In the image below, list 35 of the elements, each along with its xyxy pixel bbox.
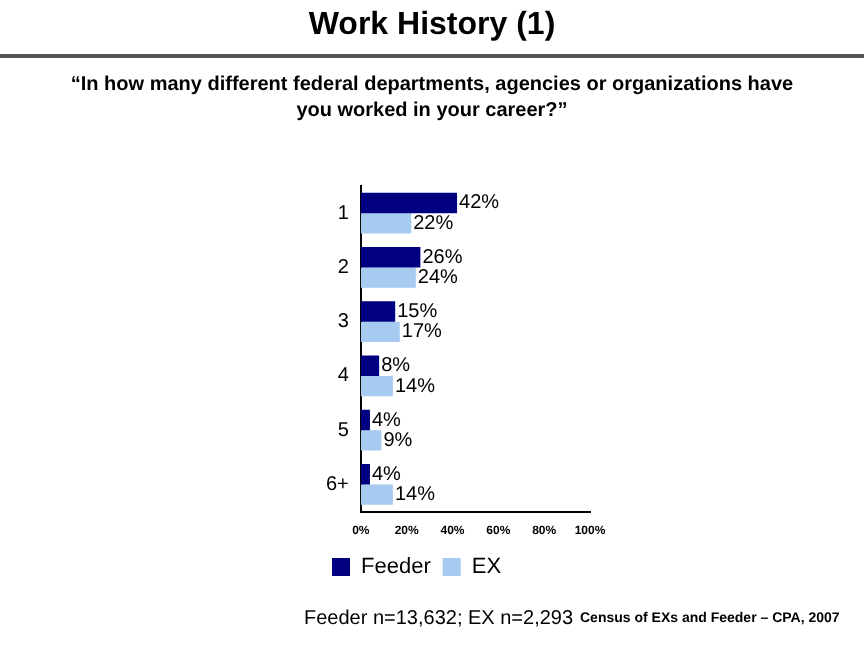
- y-tick-label: 6+: [325, 473, 350, 496]
- legend-label: Feeder: [361, 555, 432, 580]
- bar: [360, 355, 380, 376]
- data-label: 26%: [422, 246, 463, 269]
- bar: [360, 430, 382, 451]
- bar: [360, 321, 400, 343]
- bar: [360, 213, 412, 234]
- y-tick-label: 1: [337, 202, 350, 225]
- chart-title: Work History (1): [306, 8, 558, 44]
- bar: [360, 375, 393, 397]
- data-label: 24%: [417, 267, 459, 290]
- data-label: 42%: [459, 192, 500, 215]
- data-label: 4%: [371, 409, 402, 432]
- bar: [360, 301, 396, 322]
- text: Feeder n=13,632; EX n=2,293: [304, 608, 574, 630]
- data-label: 14%: [394, 375, 436, 398]
- bar: [360, 247, 421, 268]
- y-tick-label: 5: [337, 419, 350, 442]
- data-label: 4%: [371, 463, 402, 486]
- chart-subtitle: “In how many different federal departments, agencies or organizations have you worked in your career?”: [68, 72, 796, 124]
- y-tick-label: 3: [337, 311, 350, 334]
- bar: [360, 409, 370, 431]
- bar: [360, 484, 393, 505]
- y-tick-label: 4: [337, 365, 350, 388]
- data-label: 17%: [401, 321, 443, 344]
- data-label: 22%: [413, 212, 454, 235]
- data-label: 14%: [394, 484, 436, 507]
- data-label: 8%: [381, 355, 411, 378]
- legend-label: EX: [471, 555, 503, 580]
- y-tick-label: 2: [337, 256, 350, 279]
- bar: [360, 267, 416, 288]
- data-label: 15%: [397, 300, 438, 323]
- data-label: 9%: [383, 429, 413, 452]
- bar: [360, 464, 370, 485]
- bar: [360, 192, 458, 214]
